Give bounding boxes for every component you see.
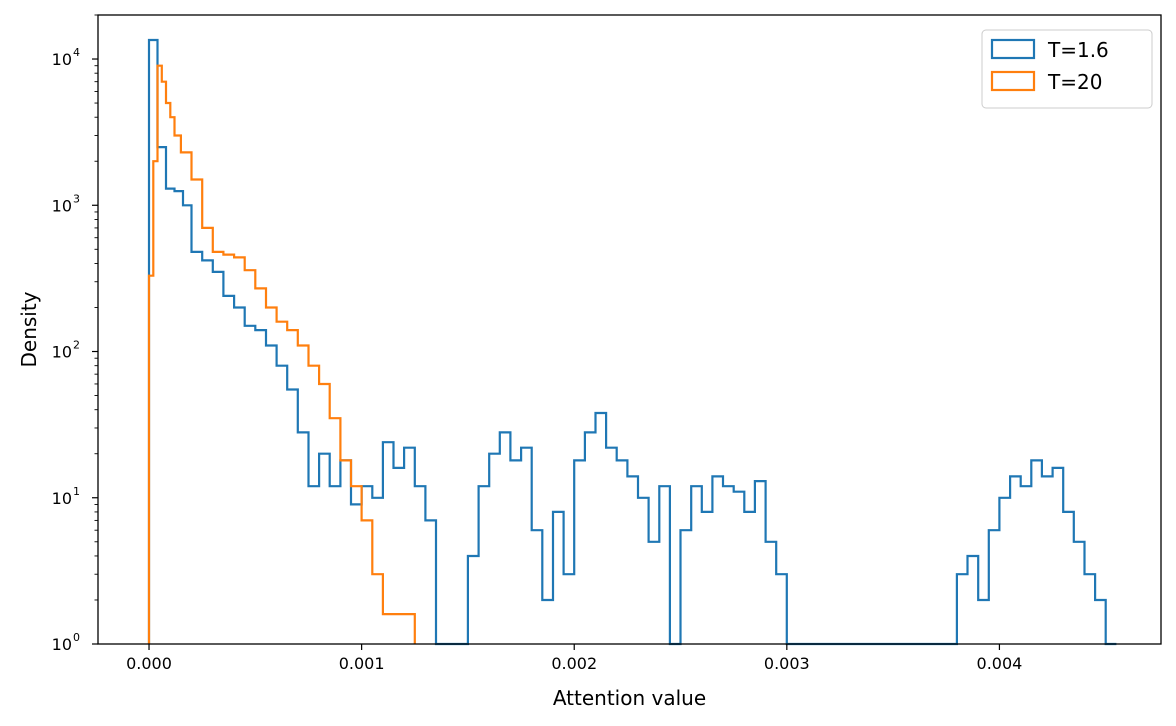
y-tick-label: 10	[52, 489, 72, 508]
x-tick-label: 0.002	[551, 654, 597, 673]
legend-label-1: T=1.6	[1047, 38, 1109, 62]
legend: T=1.6 T=20	[981, 29, 1153, 109]
legend-swatch-1	[990, 38, 1036, 60]
plot-frame	[97, 14, 1162, 645]
legend-swatch-2	[990, 70, 1036, 92]
y-tick-label: 10	[52, 50, 72, 69]
x-tick-label: 0.004	[977, 654, 1023, 673]
y-tick-exponent: 4	[73, 46, 80, 59]
x-axis-ticks: 0.000 0.001 0.002 0.003 0.004	[126, 644, 1022, 673]
y-tick-label: 10	[52, 635, 72, 654]
series-line-1	[147, 38, 1117, 646]
x-axis-label: Attention value	[553, 686, 706, 710]
series-layer	[147, 38, 1117, 646]
y-axis-label: Density	[17, 291, 41, 367]
x-tick-label: 0.003	[764, 654, 810, 673]
y-tick-exponent: 1	[73, 485, 80, 498]
y-tick-exponent: 3	[73, 192, 80, 205]
y-tick-label: 10	[52, 343, 72, 362]
y-tick-label: 10	[52, 196, 72, 215]
x-tick-label: 0.001	[339, 654, 385, 673]
legend-label-2: T=20	[1047, 70, 1102, 94]
y-tick-exponent: 0	[73, 631, 80, 644]
series-line-2	[147, 64, 416, 644]
y-tick-exponent: 2	[73, 339, 80, 352]
legend-box	[981, 29, 1153, 109]
x-tick-label: 0.000	[126, 654, 172, 673]
